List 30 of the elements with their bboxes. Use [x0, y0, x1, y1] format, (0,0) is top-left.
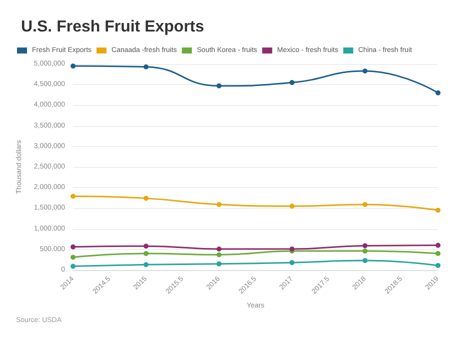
point [290, 246, 295, 252]
point [362, 68, 368, 74]
point [362, 258, 368, 264]
point [436, 262, 440, 268]
point [216, 261, 222, 266]
point [362, 248, 368, 254]
point [70, 194, 76, 199]
point [216, 252, 222, 258]
chart-title: U.S. Fresh Fruit Exports [21, 18, 204, 36]
point [290, 204, 295, 209]
point [216, 202, 222, 207]
point [70, 254, 76, 260]
point [436, 90, 440, 96]
point [216, 246, 222, 252]
point [290, 260, 295, 266]
point [362, 202, 368, 207]
point [436, 208, 440, 213]
point [144, 251, 149, 256]
point [362, 243, 368, 248]
point [70, 64, 76, 69]
point [144, 244, 149, 249]
point [70, 244, 76, 250]
point [144, 64, 149, 70]
point [144, 196, 149, 201]
point [216, 83, 222, 88]
point [436, 251, 440, 256]
point [436, 242, 440, 248]
point [144, 262, 149, 268]
point [70, 264, 76, 269]
point [290, 80, 295, 86]
